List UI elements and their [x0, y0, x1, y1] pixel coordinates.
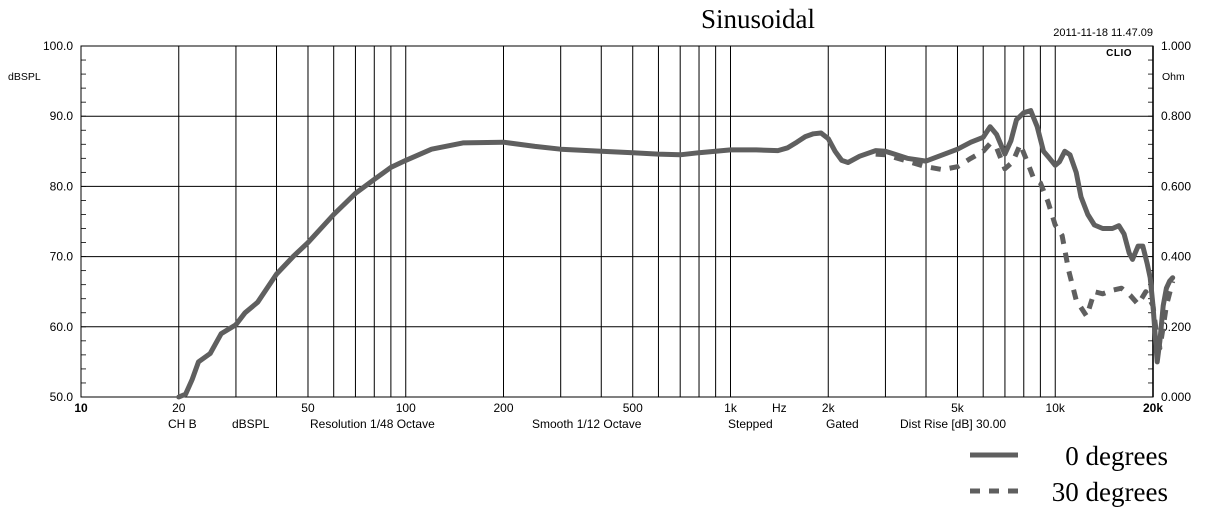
footer-item: Gated	[826, 417, 859, 431]
footer-item: Resolution 1/48 Octave	[310, 417, 435, 431]
y-tick-label: 60.0	[50, 320, 74, 334]
y2-tick-label: 0.200	[1161, 320, 1191, 334]
x-tick-label: 10k	[1046, 401, 1066, 415]
series-layer	[176, 108, 1176, 400]
measurement-settings-footer: CH B dBSPL Resolution 1/48 Octave Smooth 1/…	[168, 417, 1006, 431]
y2-tick-label: 0.800	[1161, 109, 1191, 123]
y-tick-label: 70.0	[50, 250, 74, 264]
footer-item: CH B	[168, 417, 197, 431]
y-tick-label: 80.0	[50, 179, 74, 193]
x-tick-label: 500	[623, 401, 643, 415]
footer-item: Stepped	[728, 417, 773, 431]
y-tick-label: 50.0	[50, 390, 74, 404]
brand-logo: CLIO	[1106, 48, 1132, 59]
series-line-a	[176, 108, 1176, 400]
y2-axis-tick-labels: 1.000 0.800 0.600 0.400 0.200 0.000	[1161, 39, 1191, 404]
y-axis-tick-labels: 100.0 90.0 80.0 70.0 60.0 50.0	[43, 39, 73, 404]
grid-lines	[81, 46, 1154, 397]
y2-tick-label: 0.600	[1161, 179, 1191, 193]
x-tick-label: Hz	[772, 401, 787, 415]
footer-item: Dist Rise [dB] 30.00	[900, 417, 1006, 431]
x-axis-tick-labels: 10 20 50 100 200 500 1k Hz 2k 5k 10k 20k	[74, 401, 1163, 415]
legend: 0 degrees 30 degrees	[970, 441, 1168, 507]
x-tick-label: 100	[396, 401, 416, 415]
x-tick-label: 1k	[724, 401, 738, 415]
chart-title: Sinusoidal	[701, 4, 815, 34]
y-tick-label: 90.0	[50, 109, 74, 123]
y-axis-unit-label: dBSPL	[8, 71, 41, 83]
y2-tick-label: 0.400	[1161, 250, 1191, 264]
y2-axis-unit-label: Ohm	[1162, 71, 1185, 83]
x-tick-label: 20k	[1143, 401, 1163, 415]
x-tick-label: 50	[301, 401, 315, 415]
y-tick-label: 100.0	[43, 39, 73, 53]
x-tick-label: 5k	[951, 401, 965, 415]
x-tick-label: 200	[493, 401, 513, 415]
x-tick-label: 10	[74, 401, 88, 415]
footer-item: dBSPL	[232, 417, 270, 431]
legend-label: 0 degrees	[1065, 441, 1168, 471]
footer-item: Smooth 1/12 Octave	[532, 417, 642, 431]
series-line-b	[875, 141, 1176, 351]
legend-label: 30 degrees	[1052, 477, 1168, 507]
y2-tick-label: 1.000	[1161, 39, 1191, 53]
y2-tick-label: 0.000	[1161, 390, 1191, 404]
plot-frame	[80, 45, 1154, 398]
x-tick-label: 20	[172, 401, 186, 415]
minor-tick-marks	[81, 45, 1153, 398]
x-tick-label: 2k	[822, 401, 836, 415]
timestamp: 2011-11-18 11.47.09	[1053, 27, 1153, 39]
